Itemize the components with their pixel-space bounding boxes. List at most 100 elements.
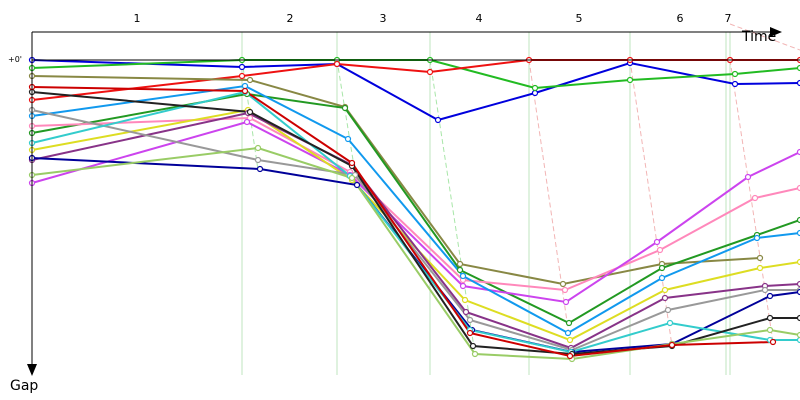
point [769, 338, 777, 346]
point [466, 316, 474, 324]
point [459, 282, 467, 290]
point [658, 274, 666, 282]
point [731, 70, 739, 78]
series-line [31, 146, 800, 361]
point [796, 148, 800, 156]
point [254, 156, 262, 164]
x-tick-label: 7 [725, 12, 732, 25]
point [254, 144, 262, 152]
point [666, 319, 674, 327]
point [744, 173, 752, 181]
lap-diagonal [629, 59, 673, 347]
point [559, 280, 567, 288]
point [246, 76, 254, 84]
point [796, 280, 800, 288]
point [531, 89, 539, 97]
plot [28, 56, 800, 363]
lap-diagonal [241, 59, 259, 171]
point [562, 298, 570, 306]
point [353, 181, 361, 189]
point [565, 319, 573, 327]
point [246, 114, 254, 122]
series-line [31, 59, 800, 101]
point [751, 194, 759, 202]
y-axis-title: Gap [10, 378, 38, 394]
point [456, 260, 464, 268]
point [566, 352, 574, 360]
series-line [31, 59, 800, 122]
point [333, 60, 341, 68]
x-tick-label: 1 [134, 12, 141, 25]
series-line [31, 90, 800, 354]
point [661, 294, 669, 302]
x-axis-arrow [770, 27, 782, 37]
series-line [31, 111, 800, 350]
series-line [31, 84, 800, 335]
point [761, 286, 769, 294]
point [766, 314, 774, 322]
point [466, 329, 474, 337]
point [426, 68, 434, 76]
point [661, 286, 669, 294]
point [344, 135, 352, 143]
point [766, 292, 774, 300]
point [796, 288, 800, 296]
point [456, 266, 464, 274]
point [756, 264, 764, 272]
point [434, 116, 442, 124]
lap-diagonal [429, 59, 476, 355]
point [256, 165, 264, 173]
series-line [31, 91, 800, 356]
point [471, 350, 479, 358]
point [796, 336, 800, 344]
series-line [31, 108, 800, 342]
point [243, 118, 251, 126]
series-line [31, 116, 800, 292]
point [241, 87, 249, 95]
point [796, 314, 800, 322]
point [564, 329, 572, 337]
point [796, 229, 800, 237]
point [796, 258, 800, 266]
point [566, 336, 574, 344]
point [796, 184, 800, 192]
point [459, 272, 467, 280]
point [796, 64, 800, 72]
point [668, 341, 676, 349]
y-tick-label: +0' [8, 55, 22, 64]
point [656, 246, 664, 254]
point [753, 234, 761, 242]
point [664, 306, 672, 314]
point [796, 79, 800, 87]
point [796, 331, 800, 339]
point [766, 326, 774, 334]
point [626, 76, 634, 84]
point [561, 286, 569, 294]
point [238, 63, 246, 71]
lap-diagonal [528, 59, 573, 357]
x-tick-label: 5 [576, 12, 583, 25]
point [658, 264, 666, 272]
point [348, 174, 356, 182]
lap-diagonal [729, 23, 800, 51]
point [238, 72, 246, 80]
x-axis-title: Time [741, 29, 776, 45]
point [469, 342, 477, 350]
point [756, 254, 764, 262]
point [241, 82, 249, 90]
series-line [31, 120, 800, 304]
point [348, 159, 356, 167]
point [796, 216, 800, 224]
y-axis-arrow [27, 364, 37, 376]
series-line [31, 109, 800, 352]
x-tick-label: 4 [476, 12, 483, 25]
point [341, 104, 349, 112]
x-tick-label: 3 [380, 12, 387, 25]
point [653, 238, 661, 246]
point [461, 296, 469, 304]
x-tick-label: 2 [287, 12, 294, 25]
point [731, 80, 739, 88]
point [531, 84, 539, 92]
